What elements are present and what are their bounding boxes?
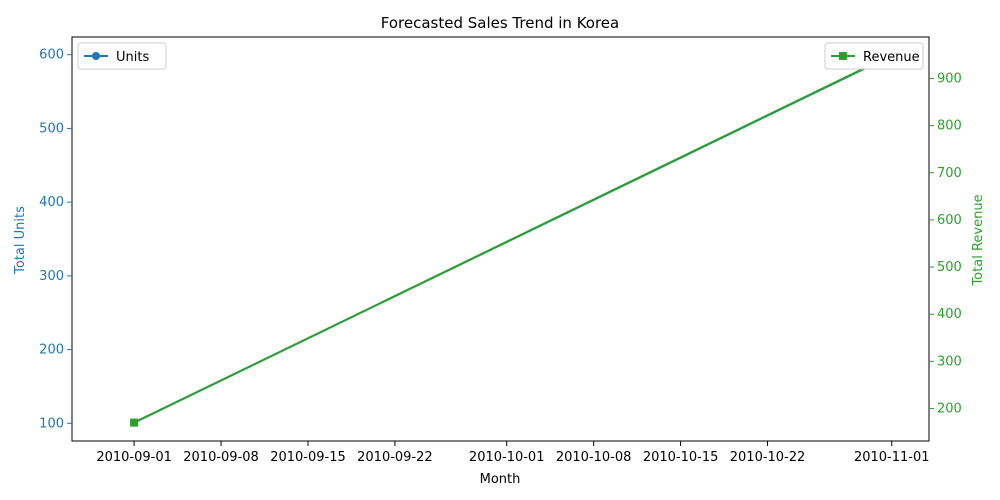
x-tick-label: 2010-09-15 <box>270 450 346 465</box>
y-right-tick-label: 800 <box>937 119 962 134</box>
y-right-tick-label: 400 <box>937 307 962 322</box>
legend-box <box>77 42 167 70</box>
x-tick-label: 2010-09-22 <box>357 450 433 465</box>
data-point-revenue <box>130 418 139 427</box>
legend-box <box>824 42 924 70</box>
x-tick-label: 2010-11-01 <box>854 450 930 465</box>
y-left-tick-label: 600 <box>39 48 64 63</box>
y-left-tick-label: 400 <box>39 195 64 210</box>
y-left-tick-label: 300 <box>39 269 64 284</box>
x-tick-label: 2010-09-01 <box>96 450 172 465</box>
plot-frame <box>71 36 930 442</box>
y-axis-right-label: Total Revenue <box>971 194 986 286</box>
x-tick-label: 2010-10-08 <box>556 450 632 465</box>
y-right-tick-label: 500 <box>937 260 962 275</box>
y-left-tick-label: 100 <box>39 416 64 431</box>
x-tick-label: 2010-10-01 <box>469 450 545 465</box>
y-right-tick-label: 900 <box>937 71 962 86</box>
legend-marker-revenue <box>839 52 847 60</box>
y-right-tick-label: 200 <box>937 401 962 416</box>
series-line-revenue <box>133 54 893 424</box>
x-tick-label: 2010-10-22 <box>730 450 806 465</box>
x-axis-label: Month <box>480 472 521 487</box>
legend-label-revenue: Revenue <box>863 50 920 65</box>
chart-title: Forecasted Sales Trend in Korea <box>381 14 619 32</box>
legend-label-units: Units <box>116 50 149 65</box>
y-right-tick-label: 600 <box>937 213 962 228</box>
legend-marker-units <box>92 52 100 60</box>
x-tick-label: 2010-10-15 <box>643 450 719 465</box>
y-axis-left-label: Total Units <box>13 206 28 275</box>
y-left-tick-label: 200 <box>39 343 64 358</box>
y-right-tick-label: 700 <box>937 166 962 181</box>
y-right-tick-label: 300 <box>937 354 962 369</box>
y-left-tick-label: 500 <box>39 121 64 136</box>
x-tick-label: 2010-09-08 <box>183 450 259 465</box>
